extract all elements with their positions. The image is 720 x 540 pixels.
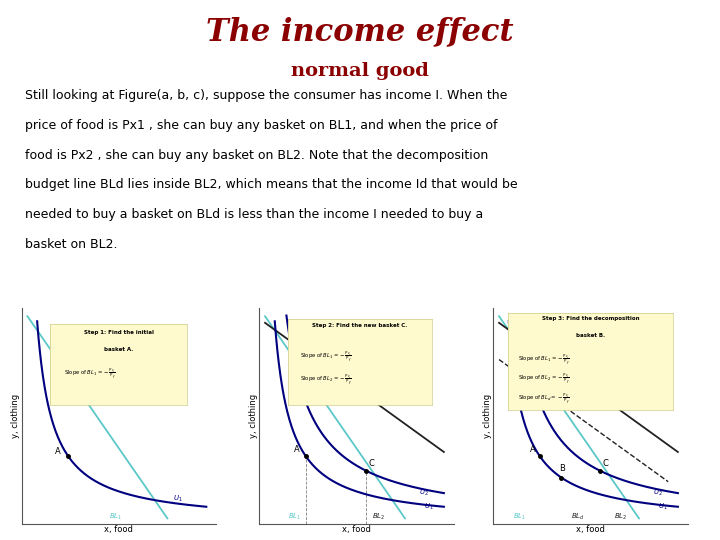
Text: $U_2$: $U_2$: [652, 488, 662, 498]
Text: budget line BLd lies inside BL2, which means that the income Id that would be: budget line BLd lies inside BL2, which m…: [25, 178, 518, 191]
Text: $BL_1$: $BL_1$: [288, 511, 302, 522]
Text: $U_2$: $U_2$: [418, 488, 428, 498]
Text: basket B.: basket B.: [576, 333, 605, 338]
Text: $x_C$: $x_C$: [595, 539, 605, 540]
Text: price of food is Px1 , she can buy any basket on BL1, and when the price of: price of food is Px1 , she can buy any b…: [25, 119, 498, 132]
Text: Slope of $BL_d = -\frac{P_{x_2}}{P_y}$: Slope of $BL_d = -\frac{P_{x_2}}{P_y}$: [518, 391, 570, 406]
Text: C: C: [602, 460, 608, 469]
Text: C: C: [368, 460, 374, 469]
Text: A: A: [530, 445, 536, 454]
Y-axis label: y, clothing: y, clothing: [12, 394, 20, 438]
Text: Slope of $BL_2 = -\frac{P_{x_2}}{P_y}$: Slope of $BL_2 = -\frac{P_{x_2}}{P_y}$: [300, 372, 351, 387]
Text: $U_1$: $U_1$: [425, 502, 434, 512]
Text: Step 2: Find the new basket C.: Step 2: Find the new basket C.: [312, 323, 408, 328]
Text: Slope of $BL_1 = -\frac{P_{x_1}}{P_y}$: Slope of $BL_1 = -\frac{P_{x_1}}{P_y}$: [518, 352, 570, 367]
Text: $BL_1$: $BL_1$: [109, 511, 122, 522]
Text: Slope of $BL_1 = -\frac{P_{x_1}}{P_y}$: Slope of $BL_1 = -\frac{P_{x_1}}{P_y}$: [300, 349, 351, 364]
Y-axis label: y, clothing: y, clothing: [483, 394, 492, 438]
Text: Still looking at Figure(a, b, c), suppose the consumer has income I. When the: Still looking at Figure(a, b, c), suppos…: [25, 89, 508, 102]
Text: needed to buy a basket on BLd is less than the income I needed to buy a: needed to buy a basket on BLd is less th…: [25, 208, 483, 221]
Text: Slope of $BL_2 = -\frac{P_{x_2}}{P_y}$: Slope of $BL_2 = -\frac{P_{x_2}}{P_y}$: [518, 372, 570, 387]
Text: $x_A$: $x_A$: [301, 539, 310, 540]
Text: Step 1: Find the initial: Step 1: Find the initial: [84, 330, 154, 335]
Text: basket A.: basket A.: [104, 347, 133, 352]
Text: Step 3: Find the decomposition: Step 3: Find the decomposition: [541, 316, 639, 321]
Text: B: B: [559, 464, 565, 473]
X-axis label: x, food: x, food: [104, 525, 133, 534]
Y-axis label: y, clothing: y, clothing: [249, 394, 258, 438]
Text: A: A: [294, 445, 300, 454]
Text: $BL_1$: $BL_1$: [513, 511, 526, 522]
Text: A: A: [55, 447, 60, 456]
Text: The income effect: The income effect: [206, 16, 514, 47]
Text: $U_1$: $U_1$: [174, 494, 183, 504]
Text: $x_C$: $x_C$: [361, 539, 371, 540]
X-axis label: x, food: x, food: [342, 525, 371, 534]
Text: Slope of $BL_1 = -\frac{P_{x_1}}{P_y}$: Slope of $BL_1 = -\frac{P_{x_1}}{P_y}$: [64, 366, 116, 381]
Text: $x_A$: $x_A$: [535, 539, 544, 540]
Text: food is Px2 , she can buy any basket on BL2. Note that the decomposition: food is Px2 , she can buy any basket on …: [25, 148, 488, 161]
Text: $BL_2$: $BL_2$: [613, 511, 627, 522]
Text: $U_1$: $U_1$: [659, 502, 668, 512]
Text: normal good: normal good: [291, 62, 429, 80]
Text: $x_B$: $x_B$: [557, 539, 566, 540]
Text: $BL_2$: $BL_2$: [372, 511, 385, 522]
Text: $BL_d$: $BL_d$: [571, 511, 585, 522]
Text: basket on BL2.: basket on BL2.: [25, 238, 117, 251]
X-axis label: x, food: x, food: [576, 525, 605, 534]
